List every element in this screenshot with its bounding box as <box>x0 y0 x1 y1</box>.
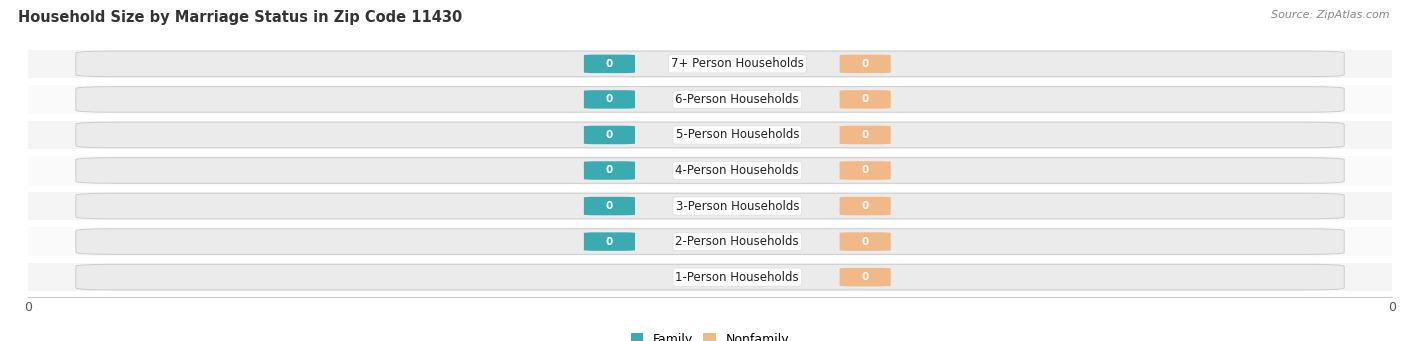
Text: 2-Person Households: 2-Person Households <box>675 235 799 248</box>
Bar <box>28 121 1392 149</box>
Text: 0: 0 <box>606 59 613 69</box>
FancyBboxPatch shape <box>839 232 891 251</box>
FancyBboxPatch shape <box>583 90 636 109</box>
FancyBboxPatch shape <box>839 268 891 286</box>
FancyBboxPatch shape <box>76 193 1344 219</box>
Text: 0: 0 <box>606 237 613 247</box>
Text: 0: 0 <box>862 59 869 69</box>
Text: 0: 0 <box>862 201 869 211</box>
Text: 5-Person Households: 5-Person Households <box>675 129 799 142</box>
Bar <box>28 192 1392 220</box>
Legend: Family, Nonfamily: Family, Nonfamily <box>631 333 789 341</box>
Text: 0: 0 <box>862 272 869 282</box>
Bar <box>28 156 1392 185</box>
FancyBboxPatch shape <box>583 126 636 144</box>
Text: 0: 0 <box>862 130 869 140</box>
Text: 0: 0 <box>606 165 613 176</box>
Text: 6-Person Households: 6-Person Households <box>675 93 799 106</box>
FancyBboxPatch shape <box>583 161 636 180</box>
FancyBboxPatch shape <box>76 87 1344 112</box>
Text: 1-Person Households: 1-Person Households <box>675 271 799 284</box>
Text: 0: 0 <box>862 165 869 176</box>
Bar <box>28 263 1392 291</box>
FancyBboxPatch shape <box>76 264 1344 290</box>
Text: 7+ Person Households: 7+ Person Households <box>671 57 804 70</box>
Text: Household Size by Marriage Status in Zip Code 11430: Household Size by Marriage Status in Zip… <box>18 10 463 25</box>
Bar <box>28 227 1392 256</box>
FancyBboxPatch shape <box>839 161 891 180</box>
FancyBboxPatch shape <box>76 229 1344 254</box>
FancyBboxPatch shape <box>583 232 636 251</box>
Bar <box>28 50 1392 78</box>
FancyBboxPatch shape <box>76 51 1344 77</box>
Text: 0: 0 <box>862 237 869 247</box>
FancyBboxPatch shape <box>839 90 891 109</box>
Text: 0: 0 <box>606 130 613 140</box>
Text: 4-Person Households: 4-Person Households <box>675 164 799 177</box>
FancyBboxPatch shape <box>839 55 891 73</box>
Bar <box>28 85 1392 114</box>
FancyBboxPatch shape <box>583 55 636 73</box>
Text: Source: ZipAtlas.com: Source: ZipAtlas.com <box>1271 10 1389 20</box>
FancyBboxPatch shape <box>839 126 891 144</box>
FancyBboxPatch shape <box>76 158 1344 183</box>
Text: 3-Person Households: 3-Person Households <box>675 199 799 212</box>
Text: 0: 0 <box>862 94 869 104</box>
FancyBboxPatch shape <box>583 197 636 215</box>
FancyBboxPatch shape <box>839 197 891 215</box>
Text: 0: 0 <box>606 94 613 104</box>
Text: 0: 0 <box>606 201 613 211</box>
FancyBboxPatch shape <box>76 122 1344 148</box>
